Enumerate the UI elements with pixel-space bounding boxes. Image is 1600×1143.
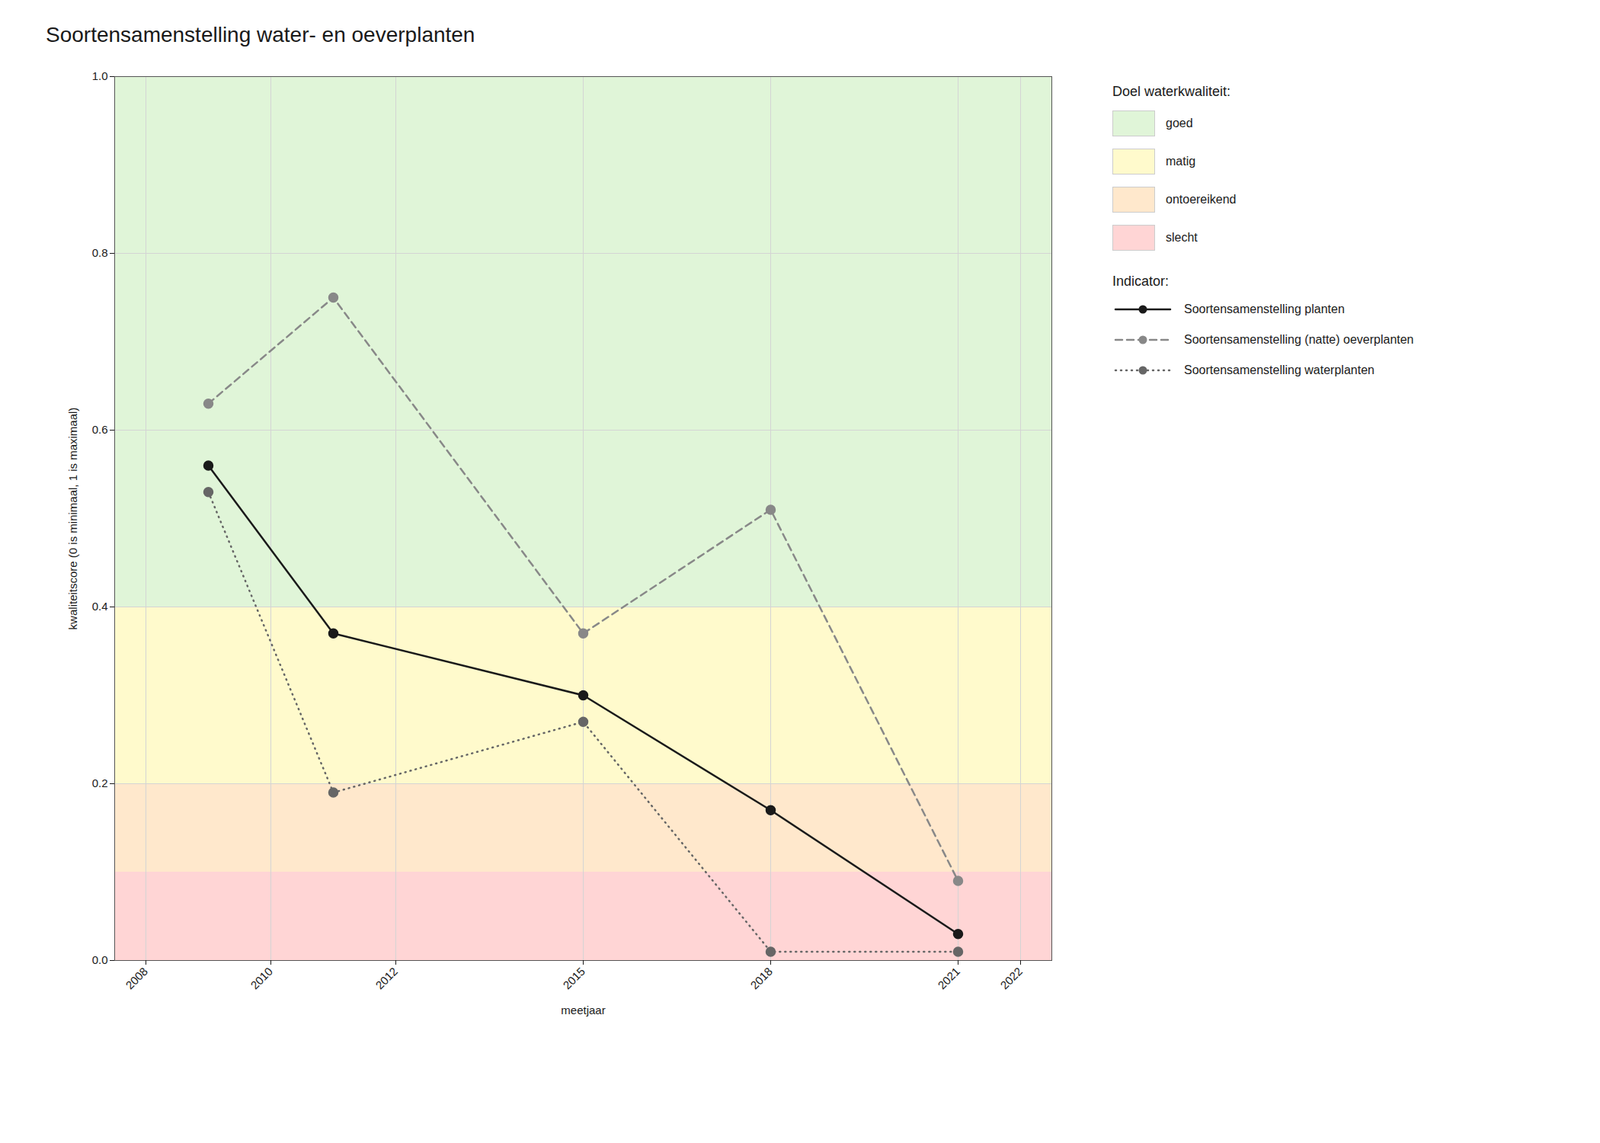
html-text:goed: goed: [1165, 116, 1193, 130]
html-text:Doel waterkwaliteit:: Doel waterkwaliteit:: [1112, 83, 1231, 100]
svg-text:meetjaar: meetjaar: [560, 1003, 605, 1017]
svg-text:kwaliteitscore (0 is minimaal,: kwaliteitscore (0 is minimaal, 1 is maxi…: [66, 407, 80, 631]
html-text:Indicator:: Indicator:: [1112, 273, 1169, 289]
svg-text:0.8: 0.8: [92, 246, 109, 260]
svg-text:2010: 2010: [247, 964, 276, 992]
html-text:matig: matig: [1165, 154, 1196, 168]
svg-text:0.4: 0.4: [92, 599, 109, 613]
html-text:Soortensamenstelling waterplan: Soortensamenstelling waterplanten: [1184, 363, 1375, 377]
html-text:slecht: slecht: [1165, 230, 1198, 244]
svg-text:2018: 2018: [747, 964, 775, 992]
svg-text:1.0: 1.0: [92, 69, 109, 83]
html-text:Soortensamenstelling water- en: Soortensamenstelling water- en oeverplan…: [45, 22, 476, 47]
html-text:Soortensamenstelling planten: Soortensamenstelling planten: [1184, 302, 1345, 316]
svg-text:0.0: 0.0: [92, 953, 109, 967]
svg-text:2015: 2015: [560, 964, 588, 992]
svg-text:2012: 2012: [372, 964, 400, 992]
svg-text:2021: 2021: [934, 964, 963, 992]
html-text:ontoereikend: ontoereikend: [1165, 192, 1237, 206]
svg-text:0.6: 0.6: [92, 422, 109, 436]
svg-text:0.2: 0.2: [92, 776, 109, 790]
html-text:Soortensamenstelling (natte) o: Soortensamenstelling (natte) oeverplante…: [1184, 332, 1414, 346]
svg-text:2022: 2022: [997, 964, 1025, 992]
svg-text:2008: 2008: [122, 964, 151, 992]
